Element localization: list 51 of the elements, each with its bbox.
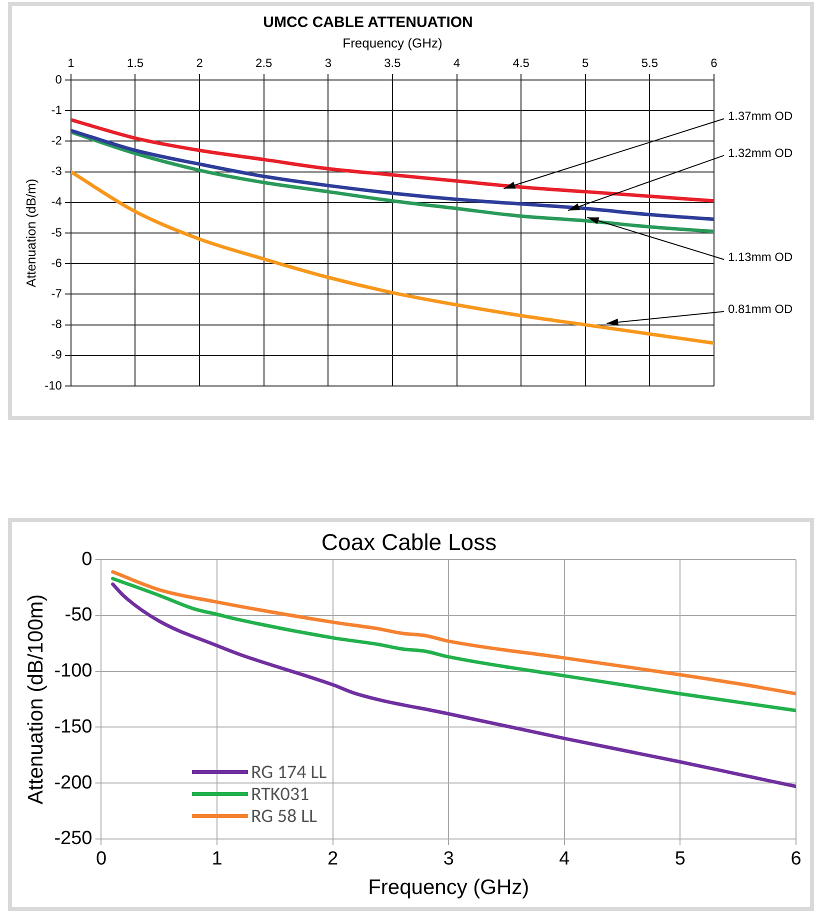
x-tick-label: 4.5 bbox=[512, 56, 530, 70]
y-tick-label: -10 bbox=[44, 378, 62, 392]
y-axis-title: Attenuation (dB/m) bbox=[23, 178, 38, 288]
y-tick-label: -1 bbox=[51, 102, 62, 117]
line-series bbox=[111, 582, 796, 788]
line-series bbox=[111, 570, 796, 696]
legend-label: RG 174 LL bbox=[251, 760, 327, 784]
y-tick-label: -100 bbox=[54, 660, 92, 682]
legend-label: RG 58 LL bbox=[251, 804, 317, 828]
legend-label: RTK031 bbox=[251, 782, 310, 806]
y-tick-label: -9 bbox=[51, 348, 62, 362]
x-tick-label: 4 bbox=[453, 56, 460, 70]
x-tick-label: 1 bbox=[68, 56, 75, 70]
y-tick-label: -3 bbox=[51, 164, 62, 178]
x-tick-label: 6 bbox=[710, 56, 718, 70]
x-tick-label: 1.5 bbox=[126, 56, 144, 70]
y-tick-label: -150 bbox=[54, 716, 92, 738]
x-tick-label: 5.5 bbox=[641, 56, 658, 70]
y-tick-label: -2 bbox=[51, 134, 62, 148]
y-tick-label: 0 bbox=[82, 548, 92, 570]
text: 0.81mm OD bbox=[728, 302, 794, 316]
x-tick-label: 6 bbox=[790, 848, 802, 870]
series-label: 1.13mm OD bbox=[728, 250, 794, 264]
x-tick-label: 0 bbox=[96, 848, 107, 870]
text: 1.32mm OD bbox=[728, 146, 794, 160]
x-tick-label: 4 bbox=[559, 848, 570, 870]
y-axis-title: Attenuation (dB/100m) bbox=[24, 594, 48, 804]
y-tick-label: 0 bbox=[55, 72, 62, 86]
chart-title: UMCC CABLE ATTENUATION bbox=[263, 14, 473, 32]
line-series bbox=[111, 576, 796, 712]
y-tick-label: -250 bbox=[54, 828, 92, 850]
x-tick-label: 3 bbox=[324, 56, 332, 70]
y-tick-label: -4 bbox=[51, 194, 62, 209]
x-axis-title: Frequency (GHz) bbox=[342, 35, 442, 50]
y-tick-label: -5 bbox=[51, 225, 62, 240]
y-tick-label: -50 bbox=[64, 604, 92, 626]
y-tick-label: -6 bbox=[51, 256, 62, 270]
x-tick-label: 3.5 bbox=[384, 56, 402, 70]
chart-title: Coax Cable Loss bbox=[321, 529, 497, 556]
x-tick-label: 2 bbox=[328, 848, 338, 870]
y-tick-label: -200 bbox=[54, 772, 92, 794]
x-axis-title: Frequency (GHz) bbox=[368, 876, 530, 900]
x-tick-label: 2.5 bbox=[256, 56, 273, 70]
y-tick-label: -7 bbox=[51, 286, 62, 301]
y-tick-label: -8 bbox=[51, 317, 62, 332]
x-tick-label: 5 bbox=[674, 848, 686, 870]
text: 1.37mm OD bbox=[728, 109, 794, 124]
x-tick-label: 1 bbox=[212, 848, 222, 870]
x-tick-label: 2 bbox=[196, 56, 204, 70]
x-tick-label: 5 bbox=[582, 56, 590, 70]
x-tick-label: 3 bbox=[443, 848, 454, 870]
